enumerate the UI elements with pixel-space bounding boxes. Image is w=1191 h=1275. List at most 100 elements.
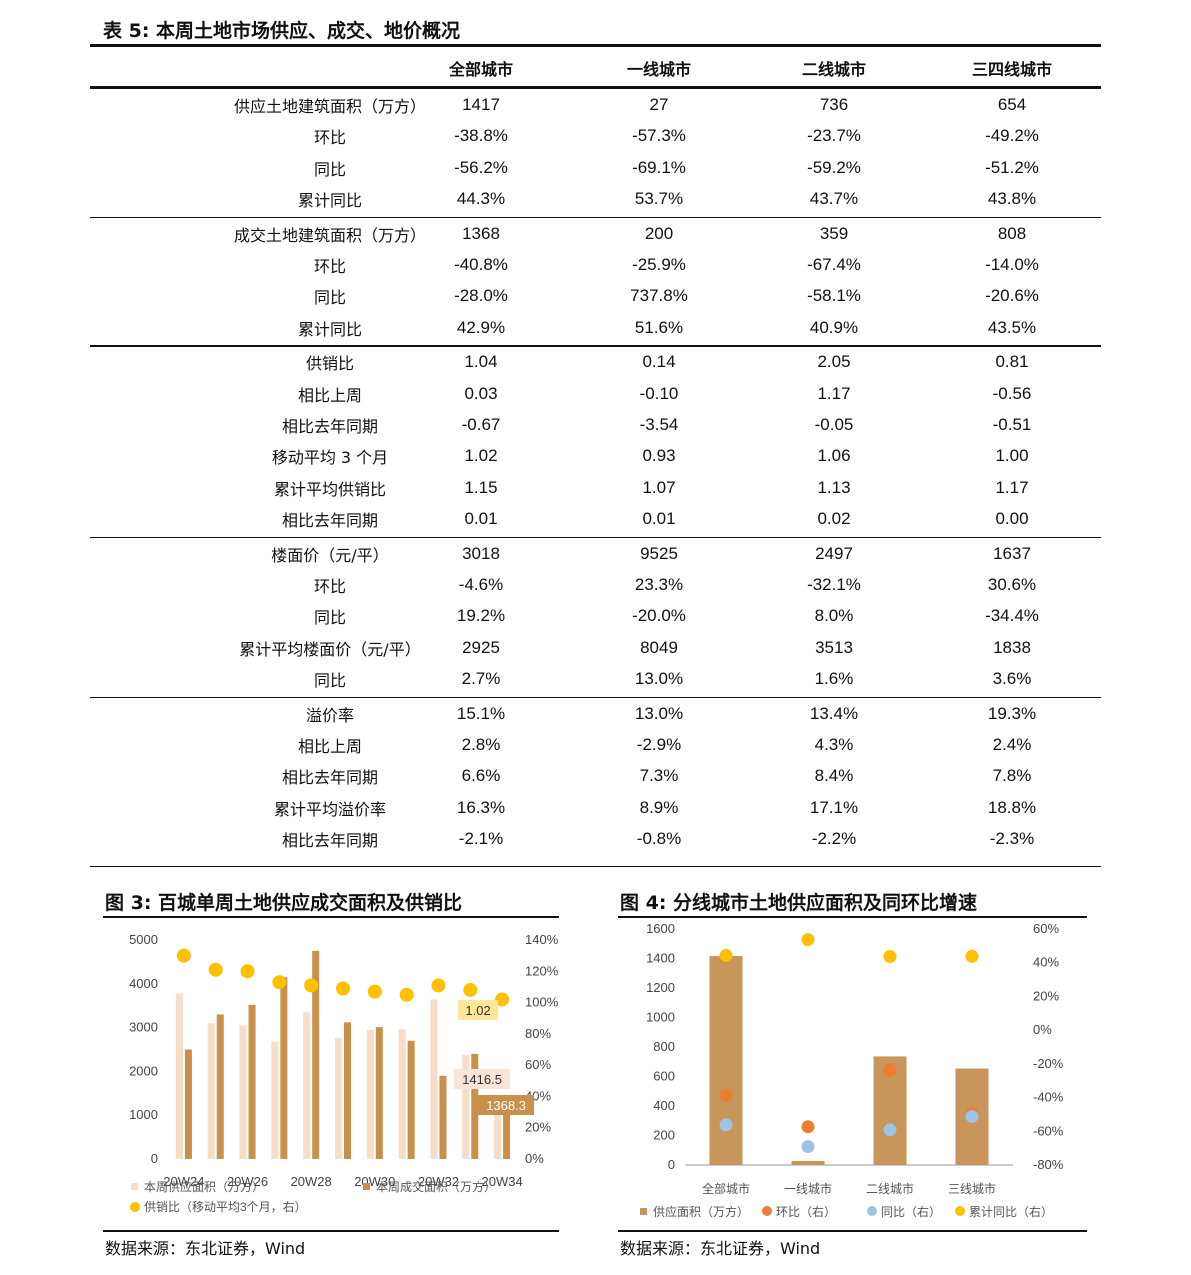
table-row: 相比去年同期 6.6% 7.3% 8.4% 7.8%: [90, 761, 1101, 792]
cell-value: 1368: [462, 223, 500, 243]
mom-point: [719, 1089, 733, 1103]
y-tick-left: 400: [653, 1098, 675, 1113]
y-tick-left: 1600: [646, 921, 675, 936]
figure4-source: 数据来源：东北证券，Wind: [620, 1239, 821, 1258]
cell-value: 0.03: [464, 383, 498, 403]
ratio-point: [272, 975, 287, 990]
y-tick-left: 5000: [129, 932, 158, 947]
deal-data-label: 1368.3: [486, 1098, 526, 1113]
ratio-point: [495, 992, 510, 1007]
ratio-point: [304, 978, 319, 993]
supply-bar: [303, 1012, 311, 1159]
cell-value: 1.17: [995, 477, 1029, 497]
row-label: 楼面价（元/平）: [271, 545, 389, 565]
supply-data-label: 1416.5: [462, 1072, 502, 1087]
cell-value: 13.0%: [634, 703, 684, 723]
y-tick-right: 40%: [1033, 955, 1059, 970]
y-tick-left: 1000: [129, 1107, 158, 1122]
cell-value: -32.1%: [807, 575, 861, 594]
legend-label: 供应面积（万方）: [653, 1204, 749, 1219]
cell-value: -59.2%: [807, 157, 861, 177]
cell-value: 736: [819, 95, 849, 114]
cell-value: 0.93: [642, 446, 676, 466]
cell-value: 1.00: [995, 446, 1029, 466]
cell-value: 3.6%: [992, 669, 1032, 689]
row-label: 同比: [313, 671, 346, 691]
deal-bar: [312, 950, 320, 1159]
figure4-bottom-rule: [618, 1230, 1087, 1232]
ratio-point: [463, 983, 478, 998]
deal-bar: [471, 1053, 479, 1159]
supply-bar: [430, 999, 438, 1159]
row-label: 成交土地建筑面积（万方）: [233, 225, 426, 245]
row-label: 累计平均供销比: [273, 479, 386, 499]
y-tick-right: -80%: [1033, 1157, 1064, 1172]
row-label: 环比: [313, 128, 346, 148]
cell-value: -4.6%: [458, 575, 504, 594]
cell-value: -3.54: [639, 415, 679, 434]
deal-bar: [280, 977, 288, 1159]
cell-value: 44.3%: [456, 189, 506, 209]
supply-bar: [366, 1029, 374, 1159]
cell-value: 1.15: [464, 477, 498, 497]
supply-bar: [335, 1038, 342, 1159]
cell-value: 0.14: [642, 352, 676, 372]
supply-label-box: [454, 1069, 511, 1089]
cell-value: 8.9%: [639, 797, 679, 817]
table-row: 溢价率 15.1% 13.0% 13.4% 19.3%: [90, 699, 1101, 730]
y-tick-right: -40%: [1033, 1090, 1064, 1105]
legend-label: 环比（右）: [776, 1204, 836, 1219]
cell-value: 8049: [640, 637, 678, 657]
legend-label: 本周供应面积（万方）: [144, 1179, 264, 1194]
x-tick-label: 20W28: [291, 1174, 332, 1189]
figure4-title: 图 4: 分线城市土地供应面积及同环比增速: [620, 892, 978, 914]
y-tick-right: 0%: [525, 1151, 544, 1166]
cell-value: 0.00: [995, 509, 1029, 529]
legend-label: 供销比（移动平均3个月，右）: [144, 1199, 307, 1214]
cell-value: 1.07: [642, 477, 676, 497]
y-tick-right: -60%: [1033, 1123, 1064, 1138]
row-label: 相比去年同期: [281, 417, 378, 436]
y-tick-left: 600: [653, 1069, 675, 1084]
cell-value: 7.8%: [992, 766, 1032, 786]
cell-value: -51.2%: [985, 157, 1039, 177]
row-label: 累计平均溢价率: [273, 799, 386, 819]
row-label: 相比去年同期: [281, 511, 378, 531]
row-label: 移动平均 3 个月: [271, 448, 389, 468]
supply-bar: [398, 1029, 406, 1159]
cum-yoy-point: [719, 948, 733, 962]
table-title: 表 5: 本周土地市场供应、成交、地价概况: [103, 20, 461, 42]
cell-value: 3018: [462, 543, 500, 563]
y-tick-left: 1000: [646, 1010, 675, 1025]
legend-swatch: [131, 1183, 138, 1190]
cell-value: 43.5%: [987, 317, 1037, 337]
y-tick-right: 20%: [1033, 988, 1059, 1003]
cell-value: 1838: [993, 637, 1031, 657]
table-row: 楼面价（元/平） 3018 9525 2497 1637: [90, 539, 1101, 570]
row-label: 同比: [313, 608, 346, 628]
figure3-source: 数据来源：东北证券，Wind: [105, 1239, 306, 1258]
category-label: 二线城市: [866, 1181, 914, 1196]
cell-value: 43.7%: [809, 189, 859, 209]
cell-value: 654: [997, 95, 1027, 114]
table-row: 累计同比 42.9% 51.6% 40.9% 43.5%: [90, 313, 1101, 344]
ratio-point: [208, 962, 223, 977]
ratio-data-label: 1.02: [465, 1003, 490, 1018]
figure3-top-rule: [103, 916, 559, 918]
row-label: 相比去年同期: [281, 831, 378, 851]
deal-bar: [216, 1014, 224, 1159]
table-row: 累计平均楼面价（元/平） 2925 8049 3513 1838: [90, 633, 1101, 664]
cell-value: 3513: [815, 637, 853, 657]
y-tick-right: 20%: [525, 1120, 551, 1135]
cell-value: 2497: [815, 543, 853, 563]
column-header: 二线城市: [801, 60, 866, 79]
deal-label-box: [478, 1095, 535, 1115]
figure3-title: 图 3: 百城单周土地供应成交面积及供销比: [105, 892, 463, 914]
cell-value: -0.56: [992, 383, 1032, 403]
table-top-rule: [90, 44, 1101, 47]
cell-value: -40.8%: [454, 255, 508, 274]
cell-value: 1417: [462, 95, 500, 114]
category-label: 全部城市: [702, 1181, 750, 1196]
cell-value: -25.9%: [632, 255, 686, 274]
cell-value: 1.17: [817, 383, 851, 403]
